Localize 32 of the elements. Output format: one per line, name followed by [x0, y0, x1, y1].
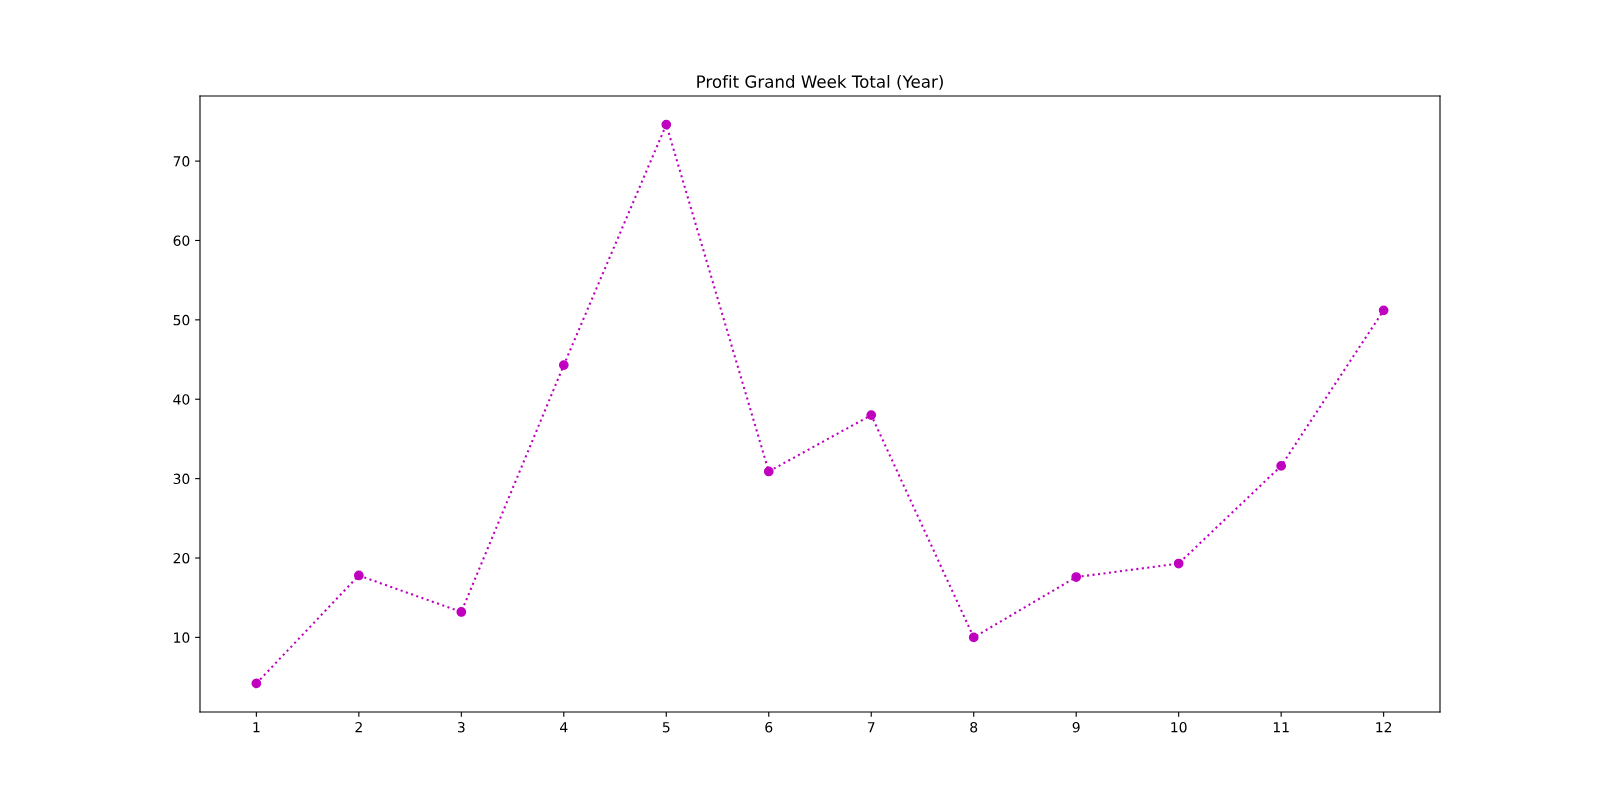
x-tick-label: 10	[1171, 721, 1187, 733]
x-tick-label: 2	[355, 721, 362, 733]
y-tick-label: 50	[173, 314, 190, 326]
point	[1378, 305, 1389, 316]
point	[251, 678, 262, 689]
x-tick-label: 12	[1376, 721, 1392, 733]
point	[1071, 572, 1082, 582]
point	[353, 570, 364, 581]
x-tick-label: 1	[253, 722, 260, 733]
y-tick-label: 70	[173, 156, 190, 167]
point	[661, 119, 672, 130]
point	[1173, 558, 1184, 569]
x-tick-label: 8	[970, 721, 978, 733]
y-tick-label: 30	[173, 473, 190, 485]
x-tick-label: 3	[457, 721, 465, 733]
chart-title: Profit Grand Week Total (Year)	[697, 75, 943, 90]
x-tick-label: 6	[765, 721, 773, 733]
point	[968, 632, 979, 643]
x-tick-label: 5	[662, 722, 670, 733]
y-tick-label: 40	[173, 394, 190, 405]
point	[558, 360, 569, 370]
x-tick-label: 11	[1273, 722, 1289, 733]
x-tick-label: 7	[867, 722, 875, 733]
point	[763, 466, 774, 477]
point	[456, 607, 467, 617]
point	[1276, 461, 1287, 471]
y-tick-label: 20	[173, 552, 190, 564]
x-tick-label: 9	[1072, 721, 1080, 733]
point	[866, 410, 877, 420]
y-tick-label: 60	[173, 235, 190, 246]
x-tick-label: 4	[560, 722, 568, 733]
y-tick-label: 10	[174, 632, 190, 643]
